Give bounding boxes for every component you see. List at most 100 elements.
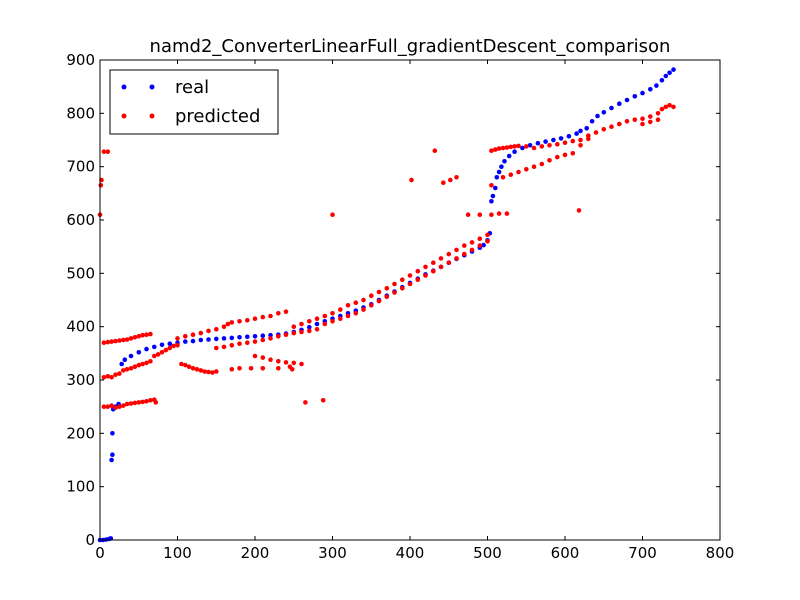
point-real (237, 335, 242, 340)
point-predicted (202, 369, 207, 374)
point-real (110, 452, 115, 458)
point-predicted (260, 314, 266, 320)
point-predicted (128, 366, 134, 371)
y-tick-label: 100 (66, 478, 95, 496)
point-predicted (299, 329, 304, 335)
point-predicted (671, 104, 676, 110)
point-predicted (276, 334, 281, 339)
point-predicted (136, 400, 142, 405)
point-predicted (252, 316, 258, 322)
y-tick-label: 800 (66, 104, 95, 122)
point-predicted (163, 347, 169, 353)
point-predicted (361, 307, 366, 312)
point-predicted (338, 307, 343, 312)
point-predicted (640, 121, 645, 127)
point-predicted (167, 345, 173, 351)
point-predicted (117, 404, 122, 410)
point-predicted (423, 264, 428, 270)
point-real (584, 126, 589, 131)
point-predicted (124, 337, 130, 342)
x-tick-label: 500 (473, 544, 502, 562)
plot-frame (99, 59, 721, 541)
point-predicted (415, 277, 421, 283)
point-real (566, 134, 572, 139)
point-predicted (330, 311, 335, 316)
point-predicted (407, 281, 413, 287)
x-tick-label: 0 (95, 544, 105, 562)
point-predicted (423, 273, 428, 278)
point-predicted (314, 316, 320, 322)
point-predicted (477, 212, 483, 217)
point-real (109, 457, 114, 463)
point-real (535, 140, 541, 146)
point-real (624, 97, 630, 103)
point-predicted (248, 366, 254, 371)
x-tick-label: 600 (551, 544, 580, 562)
point-predicted (291, 330, 297, 336)
point-real (659, 78, 665, 83)
point-predicted (489, 212, 494, 217)
point-predicted (260, 355, 266, 360)
legend-marker-predicted-1 (121, 113, 127, 119)
point-real (632, 94, 638, 99)
point-predicted (539, 161, 545, 167)
point-predicted (593, 130, 599, 135)
point-predicted (469, 247, 475, 253)
point-predicted (194, 367, 200, 372)
point-predicted (291, 324, 297, 330)
point-predicted (124, 367, 130, 372)
point-predicted (159, 350, 165, 355)
point-predicted (485, 239, 490, 244)
point-predicted (648, 119, 653, 125)
point-real (183, 339, 188, 344)
point-real (110, 431, 115, 436)
point-real (551, 137, 556, 143)
point-predicted (446, 251, 452, 257)
point-predicted (578, 137, 583, 143)
point-predicted (431, 260, 436, 266)
point-predicted (155, 352, 161, 357)
point-predicted (144, 360, 149, 366)
point-predicted (175, 343, 180, 348)
point-predicted (432, 148, 438, 153)
point-predicted (322, 321, 328, 327)
point-predicted (299, 361, 304, 367)
point-predicted (392, 281, 397, 287)
point-predicted (555, 154, 560, 160)
point-real (260, 333, 266, 339)
point-predicted (105, 149, 111, 154)
point-predicted (198, 368, 204, 373)
point-predicted (214, 327, 219, 332)
legend-marker-real-2 (149, 84, 155, 90)
point-predicted (101, 340, 107, 346)
point-real (667, 70, 672, 76)
point-predicted (531, 145, 537, 151)
point-predicted (655, 117, 661, 122)
y-tick-label: 200 (66, 424, 95, 442)
point-real (617, 101, 622, 106)
y-tick-label: 0 (85, 531, 95, 549)
point-real (609, 105, 614, 111)
point-predicted (260, 366, 266, 371)
point-predicted (144, 399, 149, 404)
x-tick-label: 100 (163, 544, 192, 562)
y-tick-label: 500 (66, 264, 95, 282)
point-predicted (105, 404, 111, 410)
point-predicted (152, 353, 157, 359)
x-tick-label: 400 (396, 544, 425, 562)
point-predicted (562, 152, 568, 158)
legend-marker-real-1 (121, 84, 127, 90)
point-predicted (276, 311, 281, 316)
legend-box (109, 69, 279, 135)
point-predicted (225, 321, 231, 327)
point-predicted (516, 169, 521, 175)
point-predicted (268, 357, 273, 363)
point-predicted (179, 361, 184, 367)
point-predicted (376, 298, 382, 304)
point-real (489, 199, 494, 204)
point-predicted (438, 256, 444, 261)
point-predicted (586, 136, 591, 142)
point-predicted (663, 104, 669, 110)
point-real (252, 334, 258, 339)
point-predicted (345, 313, 351, 319)
